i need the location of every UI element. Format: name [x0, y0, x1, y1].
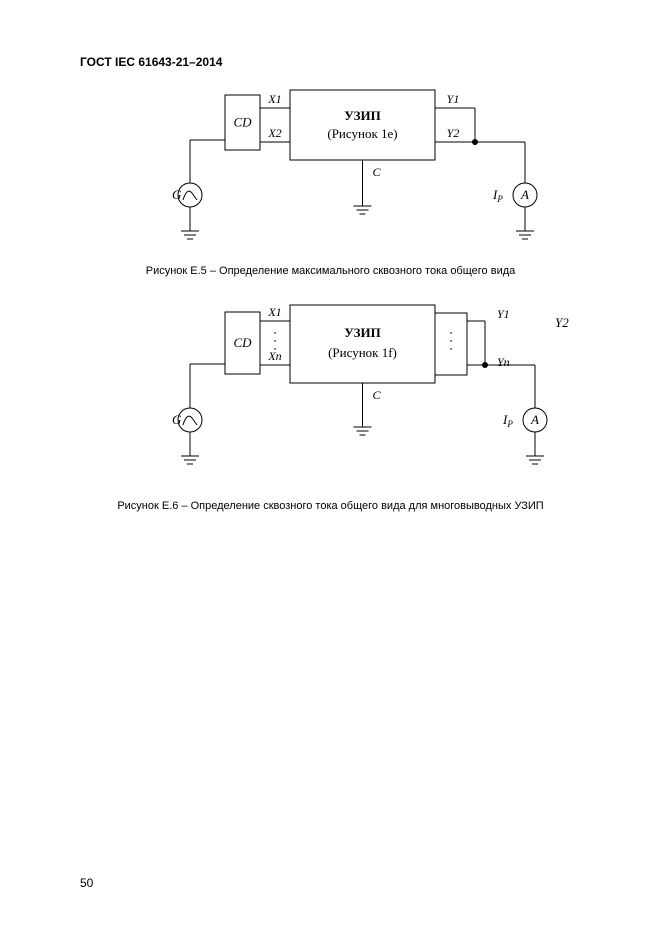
- page-number: 50: [80, 876, 93, 890]
- page: ГОСТ IEC 61643-21–2014 УЗИП (Рисунок 1e) C…: [0, 0, 661, 936]
- svg-text:IP: IP: [502, 412, 513, 429]
- svg-text:IP: IP: [492, 187, 503, 204]
- svg-text:X1: X1: [267, 305, 281, 319]
- svg-text:Xn: Xn: [267, 349, 281, 363]
- document-header: ГОСТ IEC 61643-21–2014: [80, 55, 222, 69]
- svg-text:Y1: Y1: [447, 92, 460, 106]
- svg-text:Y2: Y2: [447, 126, 460, 140]
- svg-text:A: A: [520, 187, 529, 202]
- figure-e5-svg: УЗИП (Рисунок 1e) CD X1 X2 Y1 Y2 A IP C G: [170, 85, 570, 255]
- svg-text:Y2: Y2: [555, 315, 569, 330]
- svg-text:(Рисунок 1f): (Рисунок 1f): [328, 345, 397, 360]
- figure-e6-svg: УЗИП (Рисунок 1f) CD X1 Xn Y1 Yn Y2 A IP C G: [170, 300, 590, 480]
- svg-text:УЗИП: УЗИП: [344, 325, 380, 340]
- figure-e5: УЗИП (Рисунок 1e) CD X1 X2 Y1 Y2 A IP C G: [170, 85, 570, 260]
- figure-e5-caption: Рисунок E.5 – Определение максимального …: [0, 265, 661, 277]
- svg-text:C: C: [373, 165, 382, 179]
- svg-text:X2: X2: [267, 126, 281, 140]
- svg-text:(Рисунок 1e): (Рисунок 1e): [327, 126, 397, 141]
- svg-text:G: G: [172, 187, 182, 202]
- figure-e6: УЗИП (Рисунок 1f) CD X1 Xn Y1 Yn Y2 A IP C G: [170, 300, 590, 485]
- svg-text:Yn: Yn: [497, 355, 510, 369]
- svg-text:C: C: [373, 388, 382, 402]
- svg-text:CD: CD: [233, 115, 252, 130]
- svg-text:A: A: [530, 412, 539, 427]
- svg-text:G: G: [172, 412, 182, 427]
- svg-text:CD: CD: [233, 335, 252, 350]
- svg-text:УЗИП: УЗИП: [344, 108, 380, 123]
- figure-e6-caption: Рисунок E.6 – Определение сквозного тока…: [0, 500, 661, 512]
- svg-text:Y1: Y1: [497, 307, 510, 321]
- svg-text:X1: X1: [267, 92, 281, 106]
